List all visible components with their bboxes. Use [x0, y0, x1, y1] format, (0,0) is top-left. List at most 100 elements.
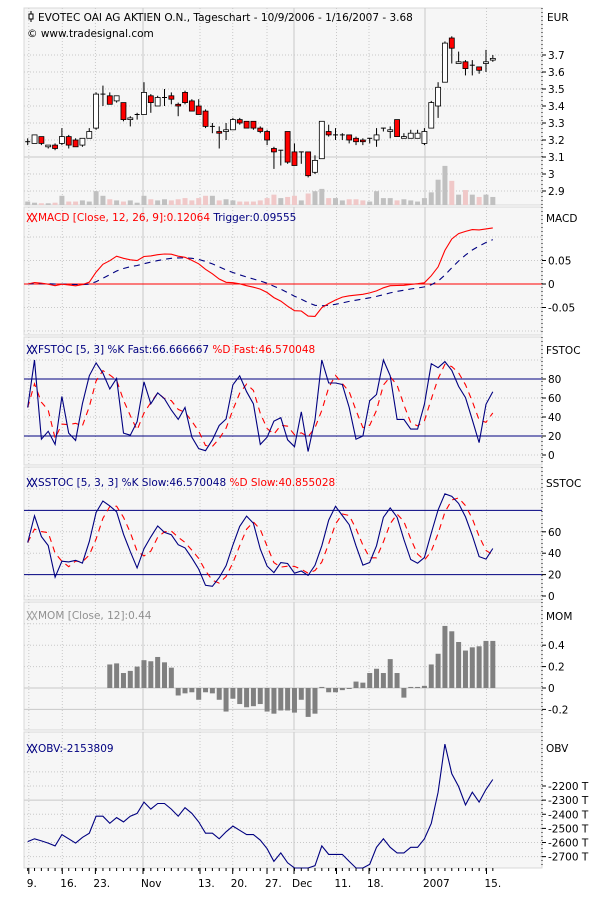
- candle: [154, 95, 161, 107]
- volume-bar: [305, 193, 311, 205]
- obv-line: [27, 743, 494, 869]
- volume-bar: [216, 200, 222, 205]
- candle-body: [195, 105, 202, 115]
- momentum-bar: [162, 662, 167, 688]
- volume-bar: [326, 198, 332, 205]
- candle-body: [442, 42, 448, 83]
- volume-bar: [203, 195, 209, 205]
- volume-bar: [346, 199, 352, 205]
- volume-bar: [278, 198, 284, 205]
- volume-bar: [244, 201, 250, 205]
- price-tick-label: 3.7: [548, 50, 565, 62]
- volume-bar: [394, 200, 400, 205]
- candle: [257, 126, 264, 134]
- macd-trigger-line: [27, 239, 494, 307]
- macd-tick-label: -0.05: [548, 303, 575, 315]
- sstoc-legend: SSTOC [5, 3, 3] %K Slow:46.570048 %D Slo…: [38, 477, 581, 490]
- copyright: © www.tradesignal.com: [27, 28, 154, 40]
- indicator-icon: [26, 344, 38, 355]
- candle: [305, 151, 312, 178]
- candle-body: [223, 129, 229, 132]
- indicator-icon: [26, 743, 38, 754]
- candle-body: [318, 120, 325, 160]
- candle: [325, 124, 332, 137]
- mom-axis-label: MOM: [546, 611, 572, 623]
- volume-bar: [79, 200, 85, 205]
- x-glyph: [26, 212, 33, 223]
- obv-axis-label: OBV: [546, 743, 569, 755]
- momentum-bar: [209, 688, 215, 694]
- momentum-bar: [148, 661, 154, 688]
- volume-bar: [148, 199, 154, 205]
- candle-body: [435, 86, 442, 107]
- candle: [373, 128, 380, 147]
- fstoc-panel: [23, 336, 543, 466]
- candle: [25, 138, 31, 146]
- macd-legend-main: MACD [Close, 12, 26, 9]:0.12064 Trigger:…: [38, 212, 296, 224]
- obv-tick-label: -2700 T: [548, 852, 589, 864]
- candle: [291, 143, 298, 166]
- volume-bar: [285, 196, 291, 205]
- x-glyph: [31, 610, 38, 621]
- candle-body: [305, 151, 312, 177]
- price-tick-label: 2.9: [548, 186, 565, 198]
- volume-bar: [73, 201, 79, 205]
- volume-bar: [107, 199, 113, 205]
- candle: [79, 137, 86, 147]
- candle-body: [400, 136, 407, 139]
- volume-bar: [312, 191, 318, 205]
- volume-bar: [196, 198, 202, 205]
- candle-body: [188, 100, 195, 112]
- candle: [469, 60, 475, 76]
- momentum-bar: [237, 688, 243, 705]
- volume-bar: [462, 190, 468, 205]
- candle-body: [106, 95, 113, 105]
- candle-body: [353, 137, 359, 143]
- candle: [298, 151, 304, 164]
- volume-bar: [223, 199, 229, 205]
- sstoc-tick-label: 40: [548, 548, 561, 560]
- sstoc-legend-text: SSTOC [5, 3, 3] %K Slow:46.570048 %D Slo…: [38, 477, 335, 489]
- obv-tick-label: -2600 T: [548, 838, 589, 850]
- candle-body: [407, 132, 414, 139]
- volume-bar: [114, 200, 120, 205]
- candle: [236, 117, 243, 125]
- candle-body: [59, 136, 65, 144]
- momentum-bar: [285, 688, 291, 711]
- volume-bar: [319, 188, 325, 205]
- candle: [442, 41, 448, 83]
- momentum-bar: [230, 688, 236, 699]
- candle-body: [373, 134, 380, 141]
- currency-label: EUR: [547, 12, 569, 24]
- obv-legend-text: OBV:-2153809: [38, 743, 114, 755]
- candle: [106, 92, 113, 105]
- x-glyph: [31, 743, 38, 754]
- candle-body: [428, 102, 435, 129]
- momentum-bar: [401, 688, 407, 698]
- obv-tick-label: -2200 T: [548, 781, 589, 793]
- candle: [216, 126, 223, 149]
- fstoc-tick-label: 60: [548, 393, 561, 405]
- candle-body: [65, 136, 72, 146]
- sstoc-axis-label: SSTOC: [546, 478, 581, 490]
- momentum-bar: [107, 664, 113, 688]
- momentum-bar: [483, 640, 489, 688]
- mom-tick-label: 0.2: [548, 662, 565, 674]
- candle: [243, 120, 250, 129]
- momentum-bar: [203, 688, 209, 693]
- momentum-bar: [298, 688, 304, 700]
- fstoc-d-line: [27, 363, 494, 447]
- momentum-bar: [442, 625, 448, 688]
- volume-bar: [483, 194, 489, 205]
- candle-body: [127, 117, 134, 121]
- candle: [38, 136, 45, 146]
- price-tick-label: 3.3: [548, 118, 565, 130]
- momentum-bar: [421, 685, 427, 688]
- candle-body: [202, 110, 209, 127]
- candle-body: [250, 120, 257, 129]
- candle: [278, 149, 284, 166]
- volume-bar: [38, 203, 44, 205]
- sstoc-tick-label: 20: [548, 570, 561, 582]
- x-tick-label: 9.: [27, 878, 37, 890]
- candle: [120, 102, 127, 122]
